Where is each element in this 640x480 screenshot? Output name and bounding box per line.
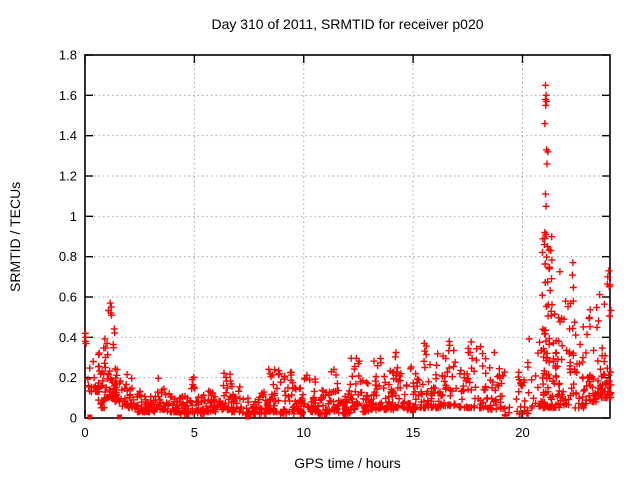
x-tick-label: 5: [191, 425, 198, 440]
x-axis-title: GPS time / hours: [294, 455, 401, 471]
y-tick-label: 0.8: [59, 249, 77, 264]
zero-square-marker: [117, 414, 123, 420]
y-tick-label: 1.8: [59, 48, 77, 63]
y-tick-label: 1: [70, 209, 77, 224]
y-tick-label: 0: [70, 411, 77, 426]
scatter-points: [81, 81, 615, 420]
y-tick-label: 1.2: [59, 169, 77, 184]
x-tick-label: 10: [297, 425, 311, 440]
zero-square-marker: [244, 414, 250, 420]
y-tick-label: 0.4: [59, 330, 77, 345]
x-tick-label: 20: [515, 425, 529, 440]
y-tick-label: 0.6: [59, 290, 77, 305]
y-tick-label: 1.4: [59, 128, 77, 143]
y-tick-label: 1.6: [59, 88, 77, 103]
zero-square-marker: [87, 414, 93, 420]
plot-border: [84, 54, 611, 419]
x-tick-label: 15: [406, 425, 420, 440]
x-tick-label: 0: [81, 425, 88, 440]
y-tick-label: 0.2: [59, 370, 77, 385]
chart-title: Day 310 of 2011, SRMTID for receiver p02…: [211, 16, 484, 32]
